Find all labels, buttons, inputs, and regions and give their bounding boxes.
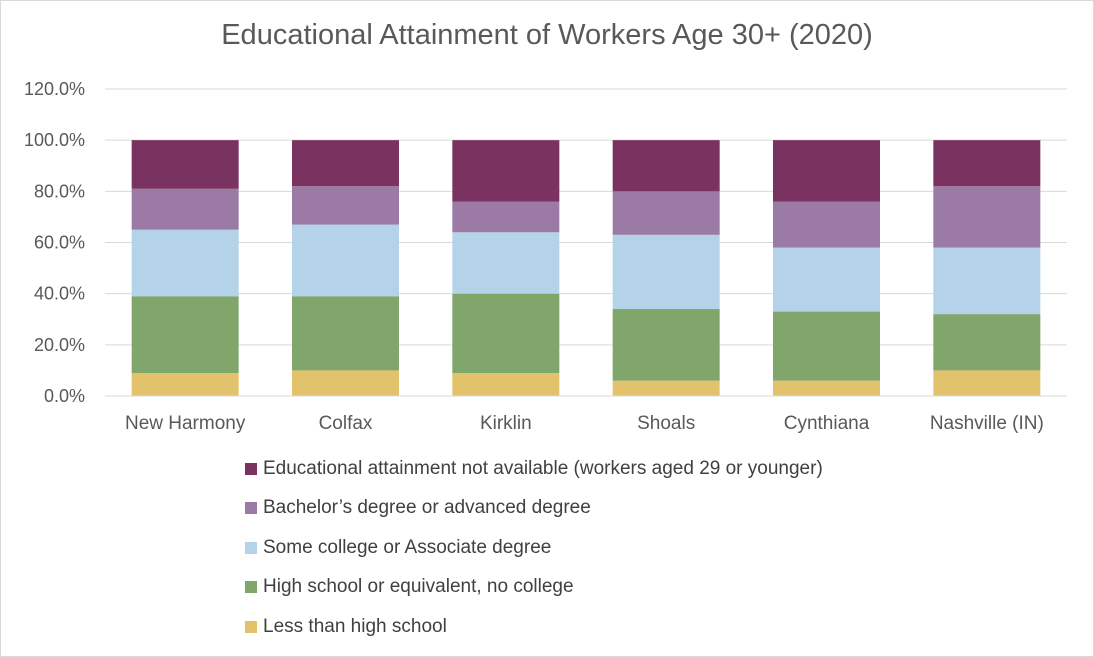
- bar-segment: [773, 140, 880, 202]
- bar-segment: [292, 186, 399, 225]
- bar-segment: [452, 140, 560, 202]
- bar-segment: [933, 140, 1041, 187]
- bar-segment: [131, 372, 239, 396]
- bar-segment: [452, 201, 560, 233]
- x-tick-label: Colfax: [319, 413, 373, 434]
- y-tick-label: 120.0%: [24, 79, 85, 99]
- y-tick-label: 80.0%: [34, 181, 85, 201]
- x-tick-label: Kirklin: [480, 413, 532, 434]
- bar-segment: [773, 311, 880, 381]
- legend-swatch: [245, 502, 257, 515]
- legend-label: High school or equivalent, no college: [263, 576, 574, 598]
- bar-segment: [612, 309, 720, 381]
- y-tick-label: 60.0%: [34, 233, 85, 253]
- chart-title: Educational Attainment of Workers Age 30…: [221, 19, 873, 51]
- x-tick-label: Cynthiana: [784, 413, 870, 434]
- bar-segment: [933, 370, 1041, 396]
- legend-item: Bachelor’s degree or advanced degree: [245, 489, 823, 529]
- legend: Educational attainment not available (wo…: [245, 449, 823, 647]
- bar-segment: [292, 224, 399, 297]
- bar-segment: [292, 296, 399, 371]
- bar-segment: [131, 296, 239, 373]
- bar-segment: [773, 380, 880, 396]
- bar-segment: [452, 232, 560, 294]
- bar-segment: [612, 380, 720, 396]
- x-tick-label: New Harmony: [125, 413, 246, 434]
- bar-segment: [131, 140, 239, 189]
- bar-segment: [612, 140, 720, 192]
- legend-label: Educational attainment not available (wo…: [263, 457, 823, 479]
- y-tick-label: 0.0%: [44, 386, 85, 406]
- bar-segment: [131, 229, 239, 297]
- bar-segment: [292, 140, 399, 187]
- legend-swatch: [245, 541, 257, 554]
- legend-label: Some college or Associate degree: [263, 536, 552, 558]
- legend-item: Less than high school: [245, 607, 823, 647]
- legend-item: Educational attainment not available (wo…: [245, 449, 823, 489]
- bar-segment: [612, 191, 720, 235]
- bar-segment: [933, 247, 1041, 315]
- bar-segment: [933, 186, 1041, 248]
- y-tick-label: 20.0%: [34, 335, 85, 355]
- legend-item: Some college or Associate degree: [245, 528, 823, 568]
- legend-swatch: [245, 620, 257, 633]
- bar-segment: [773, 201, 880, 248]
- bar-segment: [612, 234, 720, 310]
- x-tick-label: Nashville (IN): [930, 413, 1044, 434]
- bar-segment: [452, 293, 560, 373]
- bar-segment: [452, 372, 560, 396]
- legend-item: High school or equivalent, no college: [245, 568, 823, 608]
- bar-segment: [933, 314, 1041, 371]
- legend-label: Less than high school: [263, 615, 447, 637]
- bar-segment: [131, 188, 239, 230]
- legend-swatch: [245, 462, 257, 475]
- x-tick-label: Shoals: [637, 413, 695, 434]
- bar-segment: [292, 370, 399, 396]
- legend-swatch: [245, 581, 257, 594]
- legend-label: Bachelor’s degree or advanced degree: [263, 497, 591, 519]
- bar-segment: [773, 247, 880, 312]
- y-tick-label: 40.0%: [34, 284, 85, 304]
- y-tick-label: 100.0%: [24, 130, 85, 150]
